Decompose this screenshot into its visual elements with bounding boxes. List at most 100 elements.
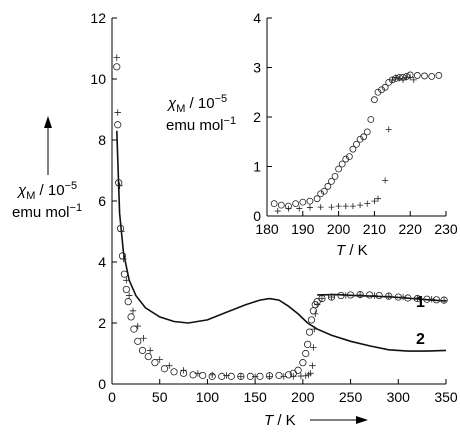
circle-point [317, 190, 325, 198]
circle-point [307, 316, 316, 324]
circle-point [338, 160, 346, 168]
plus-point [317, 204, 324, 211]
plus-point [285, 205, 292, 212]
plus-point [274, 208, 281, 215]
y-tick-label: 10 [90, 71, 106, 87]
inset-y-label: χM / 10−5 emu mol−1 [166, 93, 236, 134]
circle-point [366, 291, 374, 299]
plus-point [134, 322, 141, 330]
inset-y-label-line2: emu mol−1 [166, 115, 236, 134]
plus-point [309, 362, 316, 369]
circle-point [335, 165, 343, 173]
circle-point [331, 172, 339, 180]
circle-point [122, 285, 130, 294]
series-line-1 [116, 130, 447, 352]
plus-point [312, 310, 319, 318]
plus-point [414, 294, 421, 302]
x-tick-label: 50 [152, 389, 168, 405]
circle-point [346, 291, 355, 299]
plus-point [318, 295, 326, 302]
plus-point [146, 347, 154, 354]
circle-point [294, 366, 302, 374]
plus-point [389, 76, 396, 83]
y-label-arrowhead [44, 116, 52, 128]
plus-point [428, 296, 435, 303]
plus-point [118, 228, 125, 235]
circle-point [320, 187, 328, 195]
y-tick-label: 0 [253, 208, 261, 224]
circle-point [114, 121, 122, 129]
plus-point [328, 293, 335, 301]
y-tick-label: 2 [98, 315, 106, 331]
plus-point [166, 362, 173, 369]
plus-point [125, 292, 133, 299]
series-2-annotation: 2 [416, 331, 425, 348]
circle-point [160, 365, 169, 373]
plus-point [290, 373, 297, 380]
circle-point [356, 135, 364, 143]
x-tick-label: 180 [255, 221, 279, 237]
circle-point [353, 140, 360, 148]
circle-point [227, 372, 235, 380]
plus-point [357, 202, 364, 209]
circle-point [435, 72, 443, 79]
plus-point [399, 293, 407, 301]
circle-point [305, 328, 314, 336]
plus-point [140, 335, 147, 342]
plus-point [385, 126, 392, 133]
circle-point [367, 116, 375, 123]
plus-point [349, 203, 356, 210]
plus-point [266, 373, 273, 380]
circle-point [270, 200, 278, 208]
y-tick-label: 12 [90, 10, 106, 26]
circle-point [345, 153, 353, 161]
y-tick-label: 8 [98, 132, 106, 148]
x-tick-label: 210 [363, 221, 387, 237]
plus-point [180, 367, 187, 374]
circle-point [275, 371, 283, 380]
x-tick-label: 190 [291, 221, 315, 237]
inset-y-label-line1: χM / 10−5 [166, 93, 227, 115]
plus-point [335, 203, 342, 210]
x-tick-label: 220 [399, 221, 423, 237]
main-x-label: T / K [264, 412, 368, 429]
x-tick-label: 150 [243, 389, 267, 405]
plus-point [371, 292, 378, 299]
main-y-label: χM / 10−5 emu mol−1 [12, 116, 82, 221]
plus-point [356, 291, 364, 299]
plus-point [114, 109, 121, 116]
plus-point [296, 205, 303, 212]
circle-point [370, 96, 378, 104]
circle-point [428, 73, 436, 80]
x-tick-label: 200 [327, 221, 351, 237]
circle-point [151, 359, 159, 367]
plus-point [440, 297, 448, 304]
y-tick-label: 6 [98, 193, 106, 209]
y-tick-label: 4 [98, 254, 106, 270]
circle-point [342, 155, 350, 163]
circle-point [124, 298, 132, 306]
circle-point [349, 145, 357, 153]
series-line-2 [317, 293, 447, 302]
inset-x-label: T / K [336, 242, 368, 259]
circle-point [189, 371, 197, 379]
circle-point [127, 313, 135, 321]
x-tick-label: 350 [434, 389, 458, 405]
circle-point [292, 200, 300, 208]
plus-point [129, 307, 137, 314]
plus-point [371, 198, 378, 205]
circle-point [381, 83, 389, 91]
circle-point [324, 182, 332, 190]
x-tick-label: 200 [291, 389, 315, 405]
plus-point [113, 54, 120, 61]
plus-point [400, 76, 407, 83]
y-tick-label: 1 [253, 159, 261, 175]
plus-point [156, 356, 163, 363]
plus-point [364, 200, 371, 207]
y-label-line2: emu mol−1 [12, 202, 82, 221]
circle-point [421, 72, 428, 80]
plus-point [374, 195, 381, 202]
plus-point [302, 372, 309, 379]
plus-point [328, 204, 335, 211]
